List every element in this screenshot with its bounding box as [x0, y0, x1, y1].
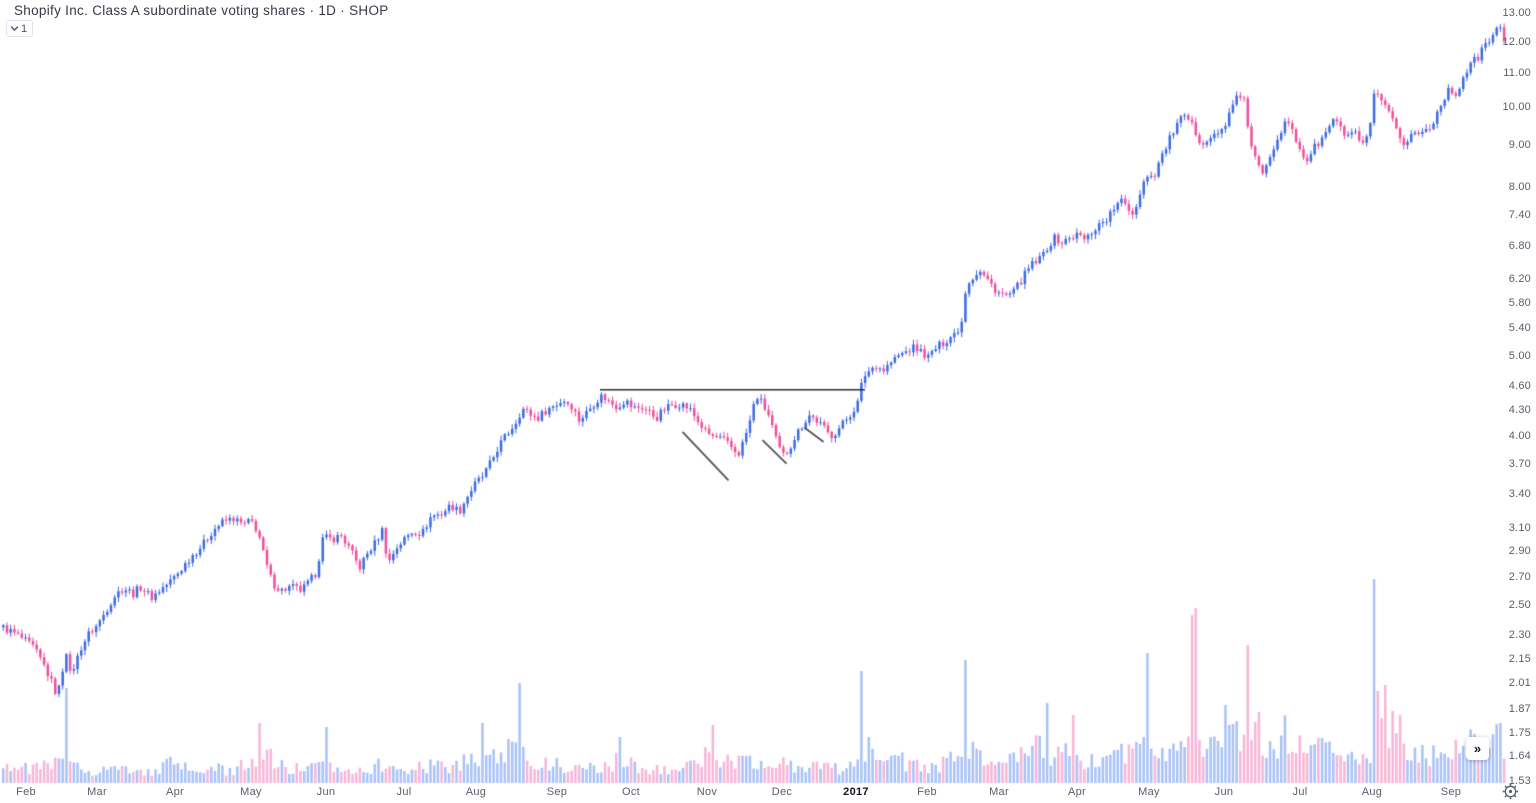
time-axis-scale[interactable]: Feb Mar Apr May Jun Jul Aug Sep Oct Nov Dec 2017 Feb…	[0, 783, 1536, 803]
price-axis-scale[interactable]: 13.00 12.00 11.00 10.00 9.00 8.00 7.40 6.80 6.20…	[1496, 0, 1536, 803]
price-tick-label: 7.40	[1508, 209, 1531, 222]
price-tick-label: 1.87	[1508, 702, 1531, 715]
time-tick-label: May	[240, 786, 262, 798]
time-tick-label: Feb	[16, 786, 36, 798]
price-tick-label: 4.00	[1508, 430, 1531, 443]
time-tick-label: Jul	[1292, 786, 1308, 798]
price-tick-label: 1.75	[1508, 726, 1531, 739]
time-tick-label: Sep	[1440, 786, 1462, 798]
time-tick-label: Jul	[396, 786, 412, 798]
time-tick-label: May	[1138, 786, 1160, 798]
price-tick-label: 2.50	[1508, 598, 1531, 611]
time-tick-label: Feb	[917, 786, 937, 798]
price-tick-label: 5.40	[1508, 322, 1531, 335]
gear-icon	[1502, 783, 1519, 803]
price-tick-label: 2.70	[1508, 571, 1531, 584]
time-tick-label: Oct	[621, 786, 641, 798]
time-tick-label: 2017	[843, 786, 869, 798]
price-tick-label: 2.15	[1508, 652, 1531, 665]
price-tick-label: 2.01	[1508, 677, 1531, 690]
chart-legend[interactable]: Shopify Inc. Class A subordinate voting …	[14, 2, 389, 20]
double-chevron-right-icon: »	[1473, 741, 1482, 756]
price-tick-label: 13.00	[1502, 7, 1531, 20]
price-tick-label: 5.80	[1508, 296, 1531, 309]
price-tick-label: 3.70	[1508, 458, 1531, 471]
price-tick-label: 4.30	[1508, 404, 1531, 417]
price-tick-label: 4.60	[1508, 379, 1531, 392]
collapsed-indicators-button[interactable]: 1	[6, 20, 34, 37]
time-tick-label: Dec	[771, 786, 793, 798]
price-tick-label: 5.00	[1508, 349, 1531, 362]
time-tick-label: Apr	[165, 786, 185, 798]
price-tick-label: 10.00	[1502, 101, 1531, 114]
time-tick-label: Sep	[546, 786, 568, 798]
time-tick-label: Aug	[1361, 786, 1383, 798]
price-tick-label: 11.00	[1503, 66, 1531, 79]
price-tick-label: 6.80	[1508, 239, 1531, 252]
price-tick-label: 8.00	[1508, 181, 1531, 194]
price-tick-label: 1.53	[1508, 774, 1531, 787]
indicator-count-label: 1	[21, 22, 28, 35]
price-tick-label: 6.20	[1508, 272, 1531, 285]
time-tick-label: Apr	[1067, 786, 1087, 798]
scroll-to-recent-button[interactable]: »	[1466, 737, 1489, 760]
price-tick-label: 2.90	[1508, 545, 1531, 558]
price-tick-label: 3.40	[1508, 488, 1531, 501]
symbol-title[interactable]: Shopify Inc. Class A subordinate voting …	[14, 3, 389, 18]
time-tick-label: Nov	[696, 786, 718, 798]
time-axis-settings-button[interactable]	[1502, 783, 1519, 800]
time-tick-label: Aug	[465, 786, 487, 798]
time-tick-label: Mar	[87, 786, 107, 798]
price-tick-label: 12.00	[1502, 35, 1531, 48]
price-tick-label: 9.00	[1508, 139, 1531, 152]
price-tick-label: 1.64	[1508, 750, 1531, 763]
chevron-down-icon	[10, 24, 19, 33]
price-tick-label: 2.30	[1508, 628, 1531, 641]
time-tick-label: Mar	[989, 786, 1009, 798]
time-tick-label: Jun	[1214, 786, 1234, 798]
time-tick-label: Jun	[316, 786, 336, 798]
price-tick-label: 3.10	[1508, 521, 1531, 534]
